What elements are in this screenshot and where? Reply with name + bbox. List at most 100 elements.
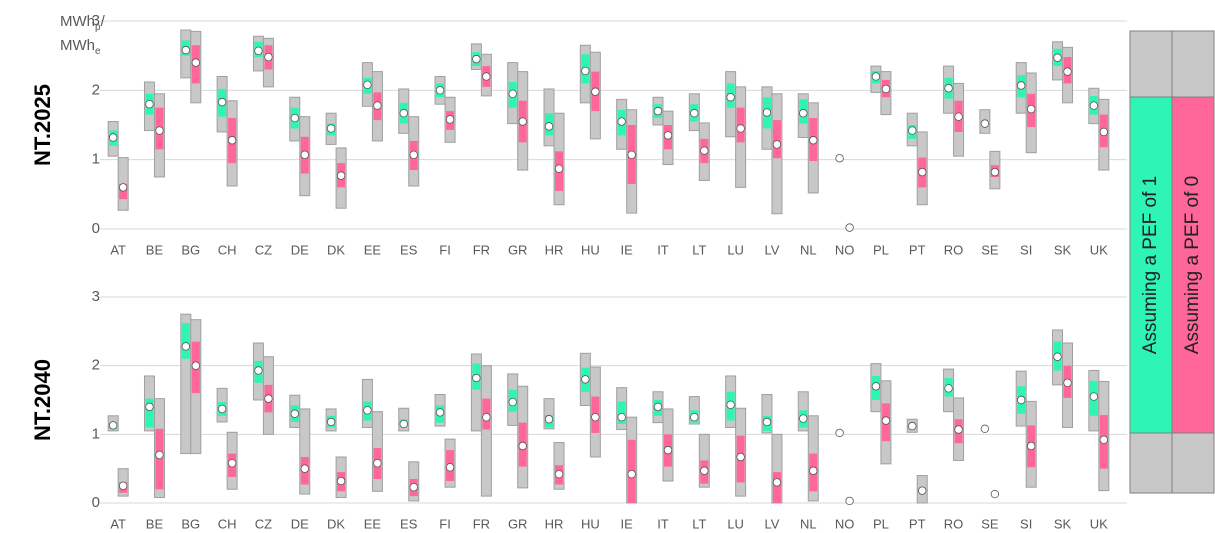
x-tick-label: PL xyxy=(873,516,889,531)
range-box xyxy=(299,408,311,495)
x-tick-label: ES xyxy=(400,242,418,257)
mean-dot xyxy=(700,466,709,475)
y-axis-label-part: / xyxy=(101,13,106,30)
x-tick-label: HU xyxy=(581,242,600,257)
mean-dot xyxy=(1099,435,1109,445)
mean-dot xyxy=(518,117,527,126)
x-tick-label: HU xyxy=(581,516,600,531)
interquartile-box xyxy=(617,401,626,425)
mean-dot xyxy=(1016,81,1026,90)
x-tick-label: LV xyxy=(764,242,779,257)
x-tick-label: CZ xyxy=(255,242,272,257)
mean-dot xyxy=(1016,395,1026,405)
x-tick-label: HR xyxy=(545,516,564,531)
mean-dot xyxy=(627,150,636,160)
legend-gray-bottom xyxy=(1171,432,1215,494)
mean-dot xyxy=(409,483,418,492)
mean-dot xyxy=(445,463,455,472)
mean-dot xyxy=(181,342,191,351)
mean-dot xyxy=(944,384,953,393)
legend-gray-top xyxy=(1129,30,1173,98)
mean-dot xyxy=(653,402,663,412)
x-tick-label: FI xyxy=(439,242,451,257)
mean-dot xyxy=(627,469,636,479)
mean-dot xyxy=(954,112,963,121)
mean-dot xyxy=(871,72,881,81)
mean-dot xyxy=(300,150,309,160)
x-tick-label: SK xyxy=(1054,242,1072,257)
mean-dot xyxy=(300,464,309,473)
mean-dot xyxy=(445,115,455,124)
mean-dot xyxy=(954,425,963,434)
mean-dot xyxy=(554,469,564,479)
mean-dot xyxy=(409,150,418,160)
mean-dot xyxy=(835,154,844,163)
mean-dot xyxy=(264,52,273,62)
legend-gray-top xyxy=(1171,30,1215,98)
x-tick-label: PL xyxy=(873,242,889,257)
x-tick-label: RO xyxy=(944,242,964,257)
mean-dot xyxy=(990,167,1000,177)
y-axis-label: MWhe xyxy=(60,37,101,57)
interquartile-box xyxy=(772,120,781,159)
mean-dot xyxy=(663,131,673,140)
x-tick-label: UK xyxy=(1090,516,1108,531)
x-tick-label: SE xyxy=(981,516,999,531)
mean-dot xyxy=(290,409,299,418)
mean-dot xyxy=(762,108,772,117)
y-axis-label-part: MWh xyxy=(60,37,95,54)
mean-dot xyxy=(736,124,745,133)
mean-dot xyxy=(1026,441,1036,451)
legend-label: Assuming a PEF of 1 xyxy=(1140,176,1161,354)
x-tick-label: NO xyxy=(835,516,855,531)
mean-dot xyxy=(472,373,481,383)
mean-dot xyxy=(944,84,953,93)
mean-dot xyxy=(980,119,990,128)
mean-dot xyxy=(482,412,491,422)
mean-dot xyxy=(617,117,626,126)
y-tick-label: 0 xyxy=(92,220,100,237)
x-tick-label: SK xyxy=(1054,516,1072,531)
mean-dot xyxy=(1089,392,1099,401)
x-tick-label: AT xyxy=(110,516,126,531)
mean-dot xyxy=(191,58,201,67)
mean-dot xyxy=(1063,67,1072,76)
mean-dot xyxy=(799,109,808,118)
x-tick-label: LU xyxy=(727,516,744,531)
mean-dot xyxy=(690,412,699,422)
mean-dot xyxy=(918,167,927,177)
mean-dot xyxy=(326,417,336,427)
mean-dot xyxy=(881,416,891,425)
range-box xyxy=(480,365,492,497)
x-tick-label: LV xyxy=(764,516,779,531)
y-tick-label: 1 xyxy=(92,151,100,168)
x-tick-label: HR xyxy=(545,242,564,257)
mean-dot xyxy=(118,481,128,491)
mean-dot xyxy=(581,375,590,384)
x-tick-label: DE xyxy=(291,516,309,531)
x-tick-label: DE xyxy=(291,242,309,257)
mean-dot xyxy=(373,458,382,468)
y-tick-label: 3 xyxy=(92,288,100,305)
x-tick-label: FI xyxy=(439,516,451,531)
mean-dot xyxy=(472,54,481,64)
mean-dot xyxy=(227,458,237,468)
mean-dot xyxy=(399,419,408,429)
mean-dot xyxy=(835,428,844,438)
x-tick-label: NO xyxy=(835,242,855,257)
x-tick-label: IE xyxy=(621,242,634,257)
mean-dot xyxy=(762,417,772,427)
mean-dot xyxy=(1053,352,1062,361)
mean-dot xyxy=(254,46,263,56)
mean-dot xyxy=(617,412,626,422)
mean-dot xyxy=(155,126,164,135)
mean-dot xyxy=(108,133,118,142)
x-tick-label: PT xyxy=(909,516,926,531)
mean-dot xyxy=(336,476,346,486)
x-tick-label: LT xyxy=(692,242,706,257)
mean-dot xyxy=(653,106,663,116)
mean-dot xyxy=(435,86,445,95)
mean-dot xyxy=(145,402,154,412)
legend-gray-bottom xyxy=(1129,432,1173,494)
